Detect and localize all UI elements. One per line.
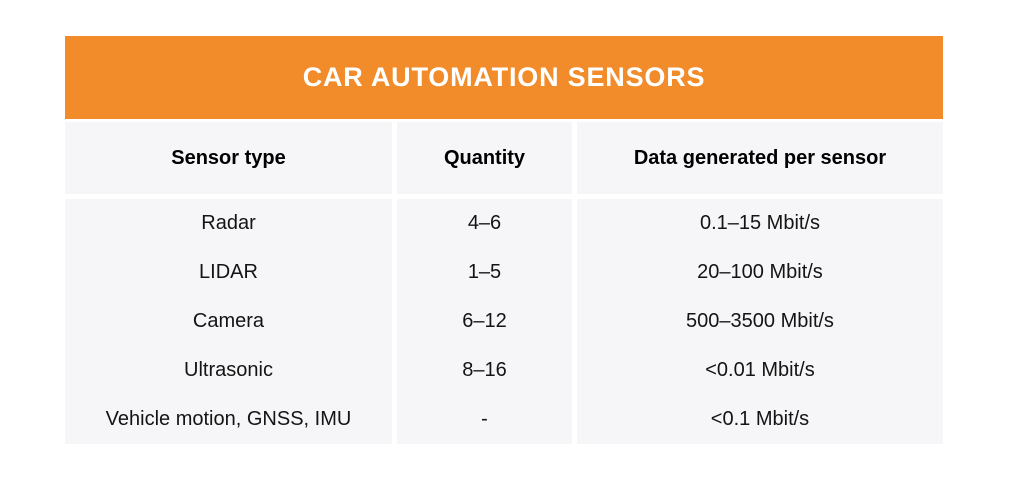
data-rate-cell: 20–100 Mbit/s <box>577 248 943 297</box>
column-header-data-rate: Data generated per sensor <box>577 122 943 194</box>
data-rate-cell: <0.01 Mbit/s <box>577 346 943 395</box>
table-title-band: CAR AUTOMATION SENSORS <box>65 36 943 119</box>
car-automation-sensors-table: CAR AUTOMATION SENSORS Sensor type Quant… <box>65 36 943 444</box>
sensor-type-cell: Vehicle motion, GNSS, IMU <box>65 395 392 444</box>
data-rate-cell: <0.1 Mbit/s <box>577 395 943 444</box>
data-rate-cell: 500–3500 Mbit/s <box>577 297 943 346</box>
quantity-cell: 6–12 <box>397 297 572 346</box>
quantity-cell: 1–5 <box>397 248 572 297</box>
quantity-cell: - <box>397 395 572 444</box>
table-body: Radar 4–6 0.1–15 Mbit/s LIDAR 1–5 20–100… <box>65 199 943 444</box>
sensor-type-cell: LIDAR <box>65 248 392 297</box>
column-header-quantity: Quantity <box>397 122 572 194</box>
sensor-type-cell: Radar <box>65 199 392 248</box>
data-rate-cell: 0.1–15 Mbit/s <box>577 199 943 248</box>
quantity-cell: 4–6 <box>397 199 572 248</box>
sensor-type-cell: Ultrasonic <box>65 346 392 395</box>
column-header-sensor-type: Sensor type <box>65 122 392 194</box>
table-header-row: Sensor type Quantity Data generated per … <box>65 122 943 194</box>
quantity-cell: 8–16 <box>397 346 572 395</box>
table-title: CAR AUTOMATION SENSORS <box>302 62 706 92</box>
sensor-type-cell: Camera <box>65 297 392 346</box>
